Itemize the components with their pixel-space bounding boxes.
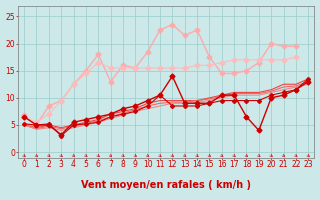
X-axis label: Vent moyen/en rafales ( km/h ): Vent moyen/en rafales ( km/h ) <box>81 180 251 190</box>
